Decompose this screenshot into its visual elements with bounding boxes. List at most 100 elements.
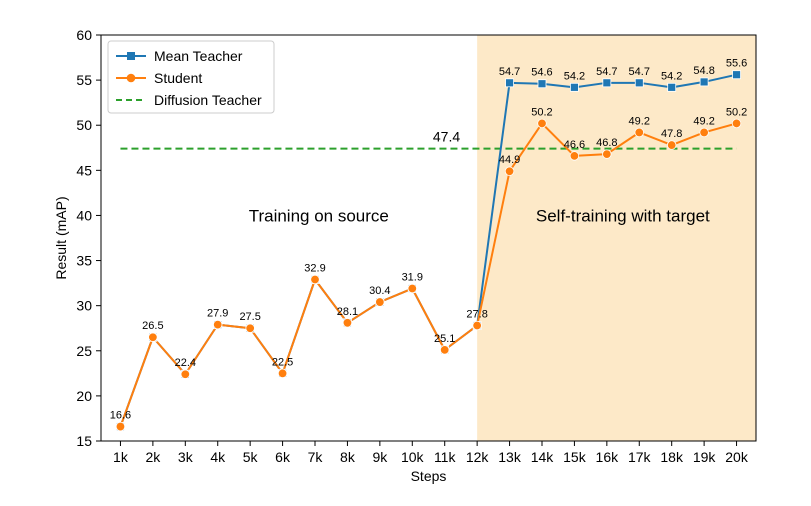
student-data-label: 30.4 <box>369 285 390 297</box>
data-labels-layer: 54.7 54.6 54.2 54.7 54.7 54.2 54.8 55.6 16.6 26.5… <box>110 58 748 422</box>
student-point <box>731 118 742 129</box>
student-point <box>440 345 450 355</box>
right-region-annotation: Self-training with target <box>536 206 710 225</box>
x-tick-label: 20k <box>725 449 749 465</box>
series-layer <box>115 70 742 432</box>
mean-teacher-point <box>537 79 547 89</box>
x-tick-label: 4k <box>210 449 226 465</box>
student-point <box>342 318 353 328</box>
student-point <box>277 368 288 379</box>
student-point <box>537 118 547 129</box>
x-tick-label: 3k <box>178 449 194 465</box>
legend-entry-student: Student <box>116 70 202 86</box>
x-tick-label: 19k <box>693 449 717 465</box>
x-tick-label: 7k <box>308 449 324 465</box>
legend-mean-teacher-label: Mean Teacher <box>154 48 243 64</box>
student-point <box>180 369 191 379</box>
mean-teacher-data-label: 54.7 <box>596 66 617 78</box>
x-axis-label: Steps <box>411 468 447 484</box>
student-data-label: 50.2 <box>531 106 552 118</box>
x-tick-label: 18k <box>660 449 684 465</box>
x-tick-label: 9k <box>372 449 388 465</box>
mean-teacher-point <box>505 78 514 88</box>
student-data-label: 32.9 <box>304 263 325 275</box>
left-region-annotation: Training on source <box>249 206 389 225</box>
student-data-label: 50.2 <box>726 106 747 118</box>
mean-teacher-point <box>602 78 612 88</box>
student-data-label: 22.4 <box>175 357 196 369</box>
student-data-label: 49.2 <box>693 115 714 127</box>
y-tick-label: 50 <box>76 117 92 133</box>
student-data-label: 28.1 <box>337 306 358 318</box>
student-data-label: 26.5 <box>142 320 163 332</box>
y-tick-label: 35 <box>76 253 92 269</box>
mean-teacher-data-label: 54.2 <box>661 70 682 82</box>
axes-layer: 15 20 25 30 35 40 45 50 55 60 1k 2k 3k 4k 5k 6k 7k 8k 9k 10… <box>76 27 757 465</box>
legend-mean-teacher-marker <box>127 52 135 60</box>
student-data-label: 31.9 <box>402 272 423 284</box>
student-point <box>504 166 515 176</box>
shaded-region-layer <box>477 35 756 441</box>
x-tick-label: 1k <box>113 449 129 465</box>
mean-teacher-data-label: 54.7 <box>629 66 650 78</box>
student-point <box>115 421 126 432</box>
legend-entry-diffusion-teacher: Diffusion Teacher <box>116 92 262 108</box>
legend-student-label: Student <box>154 70 202 86</box>
x-tick-label: 13k <box>498 449 522 465</box>
plot-frame <box>100 34 757 442</box>
student-data-label: 44.9 <box>499 154 520 166</box>
legend-diffusion-teacher-label: Diffusion Teacher <box>154 92 262 108</box>
x-tick-label: 16k <box>596 449 620 465</box>
x-tick-label: 2k <box>145 449 161 465</box>
y-tick-label: 45 <box>76 162 92 178</box>
student-point <box>407 283 417 294</box>
x-tick-label: 17k <box>628 449 652 465</box>
student-data-label: 46.8 <box>596 137 617 149</box>
y-tick-label: 25 <box>76 343 92 359</box>
x-tick-label: 14k <box>531 449 555 465</box>
y-tick-label: 55 <box>76 72 92 88</box>
legend-box <box>107 40 275 114</box>
y-tick-label: 15 <box>76 433 92 449</box>
y-tick-label: 20 <box>76 388 92 404</box>
student-point <box>245 323 255 333</box>
mean-teacher-data-label: 54.8 <box>693 65 714 77</box>
legend: Mean Teacher Student Diffusion Teacher <box>107 40 275 114</box>
student-data-label: 27.9 <box>207 308 228 320</box>
mean-teacher-point <box>634 78 644 88</box>
mean-teacher-data-label: 54.2 <box>564 70 585 82</box>
diffusion-teacher-value-label: 47.4 <box>433 129 460 145</box>
mean-teacher-data-label: 54.7 <box>499 66 520 78</box>
student-data-label: 22.5 <box>272 356 293 368</box>
x-tick-label: 10k <box>401 449 425 465</box>
mean-teacher-point <box>732 70 741 80</box>
mean-teacher-data-label: 54.6 <box>531 67 552 79</box>
legend-entry-mean-teacher: Mean Teacher <box>116 48 243 64</box>
student-point <box>148 332 158 342</box>
x-tick-label: 15k <box>563 449 587 465</box>
student-data-label: 27.8 <box>466 309 487 321</box>
student-data-label: 25.1 <box>434 333 455 345</box>
mean-teacher-point <box>667 82 677 92</box>
legend-student-marker <box>126 73 136 83</box>
mean-teacher-point <box>699 77 709 87</box>
x-tick-label: 12k <box>466 449 490 465</box>
student-point <box>634 127 644 138</box>
x-tick-label: 5k <box>243 449 259 465</box>
mean-teacher-data-label: 55.6 <box>726 58 747 70</box>
y-tick-label: 60 <box>76 27 92 43</box>
student-data-label: 27.5 <box>239 311 260 323</box>
y-tick-label: 30 <box>76 298 92 314</box>
student-data-label: 47.8 <box>661 128 682 140</box>
student-point <box>569 151 580 161</box>
x-tick-label: 8k <box>340 449 356 465</box>
y-axis-label: Result (mAP) <box>53 196 69 279</box>
student-point <box>310 274 320 285</box>
x-tick-label: 6k <box>275 449 291 465</box>
student-point <box>666 140 677 150</box>
student-point <box>472 320 482 331</box>
student-point <box>602 149 612 159</box>
y-tick-label: 40 <box>76 207 92 223</box>
mean-teacher-point <box>570 82 579 92</box>
